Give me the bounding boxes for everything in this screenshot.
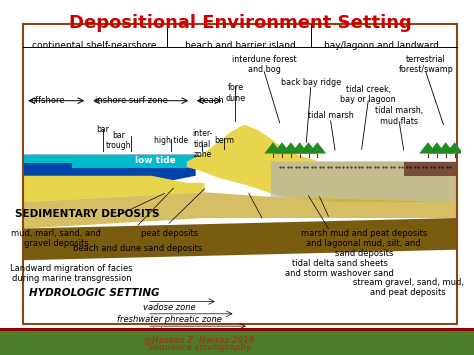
Text: @Hassan Z. Harraz 2019: @Hassan Z. Harraz 2019 <box>144 335 254 345</box>
Polygon shape <box>72 163 209 168</box>
Text: berm: berm <box>214 136 235 145</box>
Polygon shape <box>23 155 204 163</box>
Text: marine phreatic zone: marine phreatic zone <box>125 339 214 349</box>
Text: mixing zone: mixing zone <box>144 327 195 336</box>
Text: tidal marsh: tidal marsh <box>308 111 354 120</box>
Text: inter-
tidal
zone: inter- tidal zone <box>192 129 212 159</box>
Polygon shape <box>428 142 446 154</box>
Text: vadose zone: vadose zone <box>143 302 195 312</box>
Text: fore
dune: fore dune <box>226 83 246 103</box>
Text: marsh mud and peat deposits
and lagoonal mud, silt, and
sand deposits: marsh mud and peat deposits and lagoonal… <box>301 229 427 258</box>
Text: terrestrial
forest/swamp: terrestrial forest/swamp <box>398 55 453 75</box>
Text: Sequence stratigraphy: Sequence stratigraphy <box>147 343 251 353</box>
Text: HYDROLOGIC SETTING: HYDROLOGIC SETTING <box>28 289 159 299</box>
Text: offshore: offshore <box>30 95 64 104</box>
Text: bay/lagoon and landward: bay/lagoon and landward <box>324 41 439 50</box>
Text: mud, marl, sand, and
gravel deposits: mud, marl, sand, and gravel deposits <box>11 229 101 248</box>
Polygon shape <box>23 192 457 229</box>
Text: freshwater phreatic zone: freshwater phreatic zone <box>117 315 221 324</box>
Polygon shape <box>404 162 457 176</box>
Polygon shape <box>300 142 318 154</box>
Polygon shape <box>291 142 309 154</box>
Text: stream gravel, sand, mud,
and peat deposits: stream gravel, sand, mud, and peat depos… <box>353 278 464 297</box>
Polygon shape <box>309 142 326 154</box>
Polygon shape <box>187 125 457 202</box>
Polygon shape <box>437 142 455 154</box>
Text: tidal delta sand sheets
and storm washover sand: tidal delta sand sheets and storm washov… <box>285 258 394 278</box>
Polygon shape <box>264 142 282 154</box>
Polygon shape <box>282 142 300 154</box>
Text: bar
trough: bar trough <box>105 131 131 150</box>
Text: interdune forest
and bog: interdune forest and bog <box>232 55 297 75</box>
Polygon shape <box>273 142 291 154</box>
Bar <box>23 24 457 324</box>
Text: SEDIMENTARY DEPOSITS: SEDIMENTARY DEPOSITS <box>15 209 159 219</box>
Polygon shape <box>23 155 196 186</box>
Polygon shape <box>419 142 437 154</box>
Text: tidal marsh,
mud flats: tidal marsh, mud flats <box>375 106 423 126</box>
Text: inshore surf zone: inshore surf zone <box>95 95 168 104</box>
Polygon shape <box>446 142 464 154</box>
Text: back bay ridge: back bay ridge <box>281 78 341 87</box>
Text: Landward migration of facies
during marine transgression: Landward migration of facies during mari… <box>10 264 133 283</box>
Text: beach and barrier island: beach and barrier island <box>184 41 295 50</box>
Text: beach and dune sand deposits: beach and dune sand deposits <box>73 245 203 253</box>
Text: bar: bar <box>96 125 109 135</box>
Text: tidal creek,
bay or lagoon: tidal creek, bay or lagoon <box>340 85 396 104</box>
Text: continental shelf-nearshore: continental shelf-nearshore <box>32 41 156 50</box>
Polygon shape <box>23 218 457 260</box>
Text: beach: beach <box>198 95 224 104</box>
Text: low tide: low tide <box>136 156 176 165</box>
Text: high tide: high tide <box>154 136 188 145</box>
Polygon shape <box>23 176 204 202</box>
Text: Depositional Environment Setting: Depositional Environment Setting <box>69 14 411 32</box>
Polygon shape <box>271 162 457 202</box>
Text: peat deposits: peat deposits <box>140 229 198 237</box>
